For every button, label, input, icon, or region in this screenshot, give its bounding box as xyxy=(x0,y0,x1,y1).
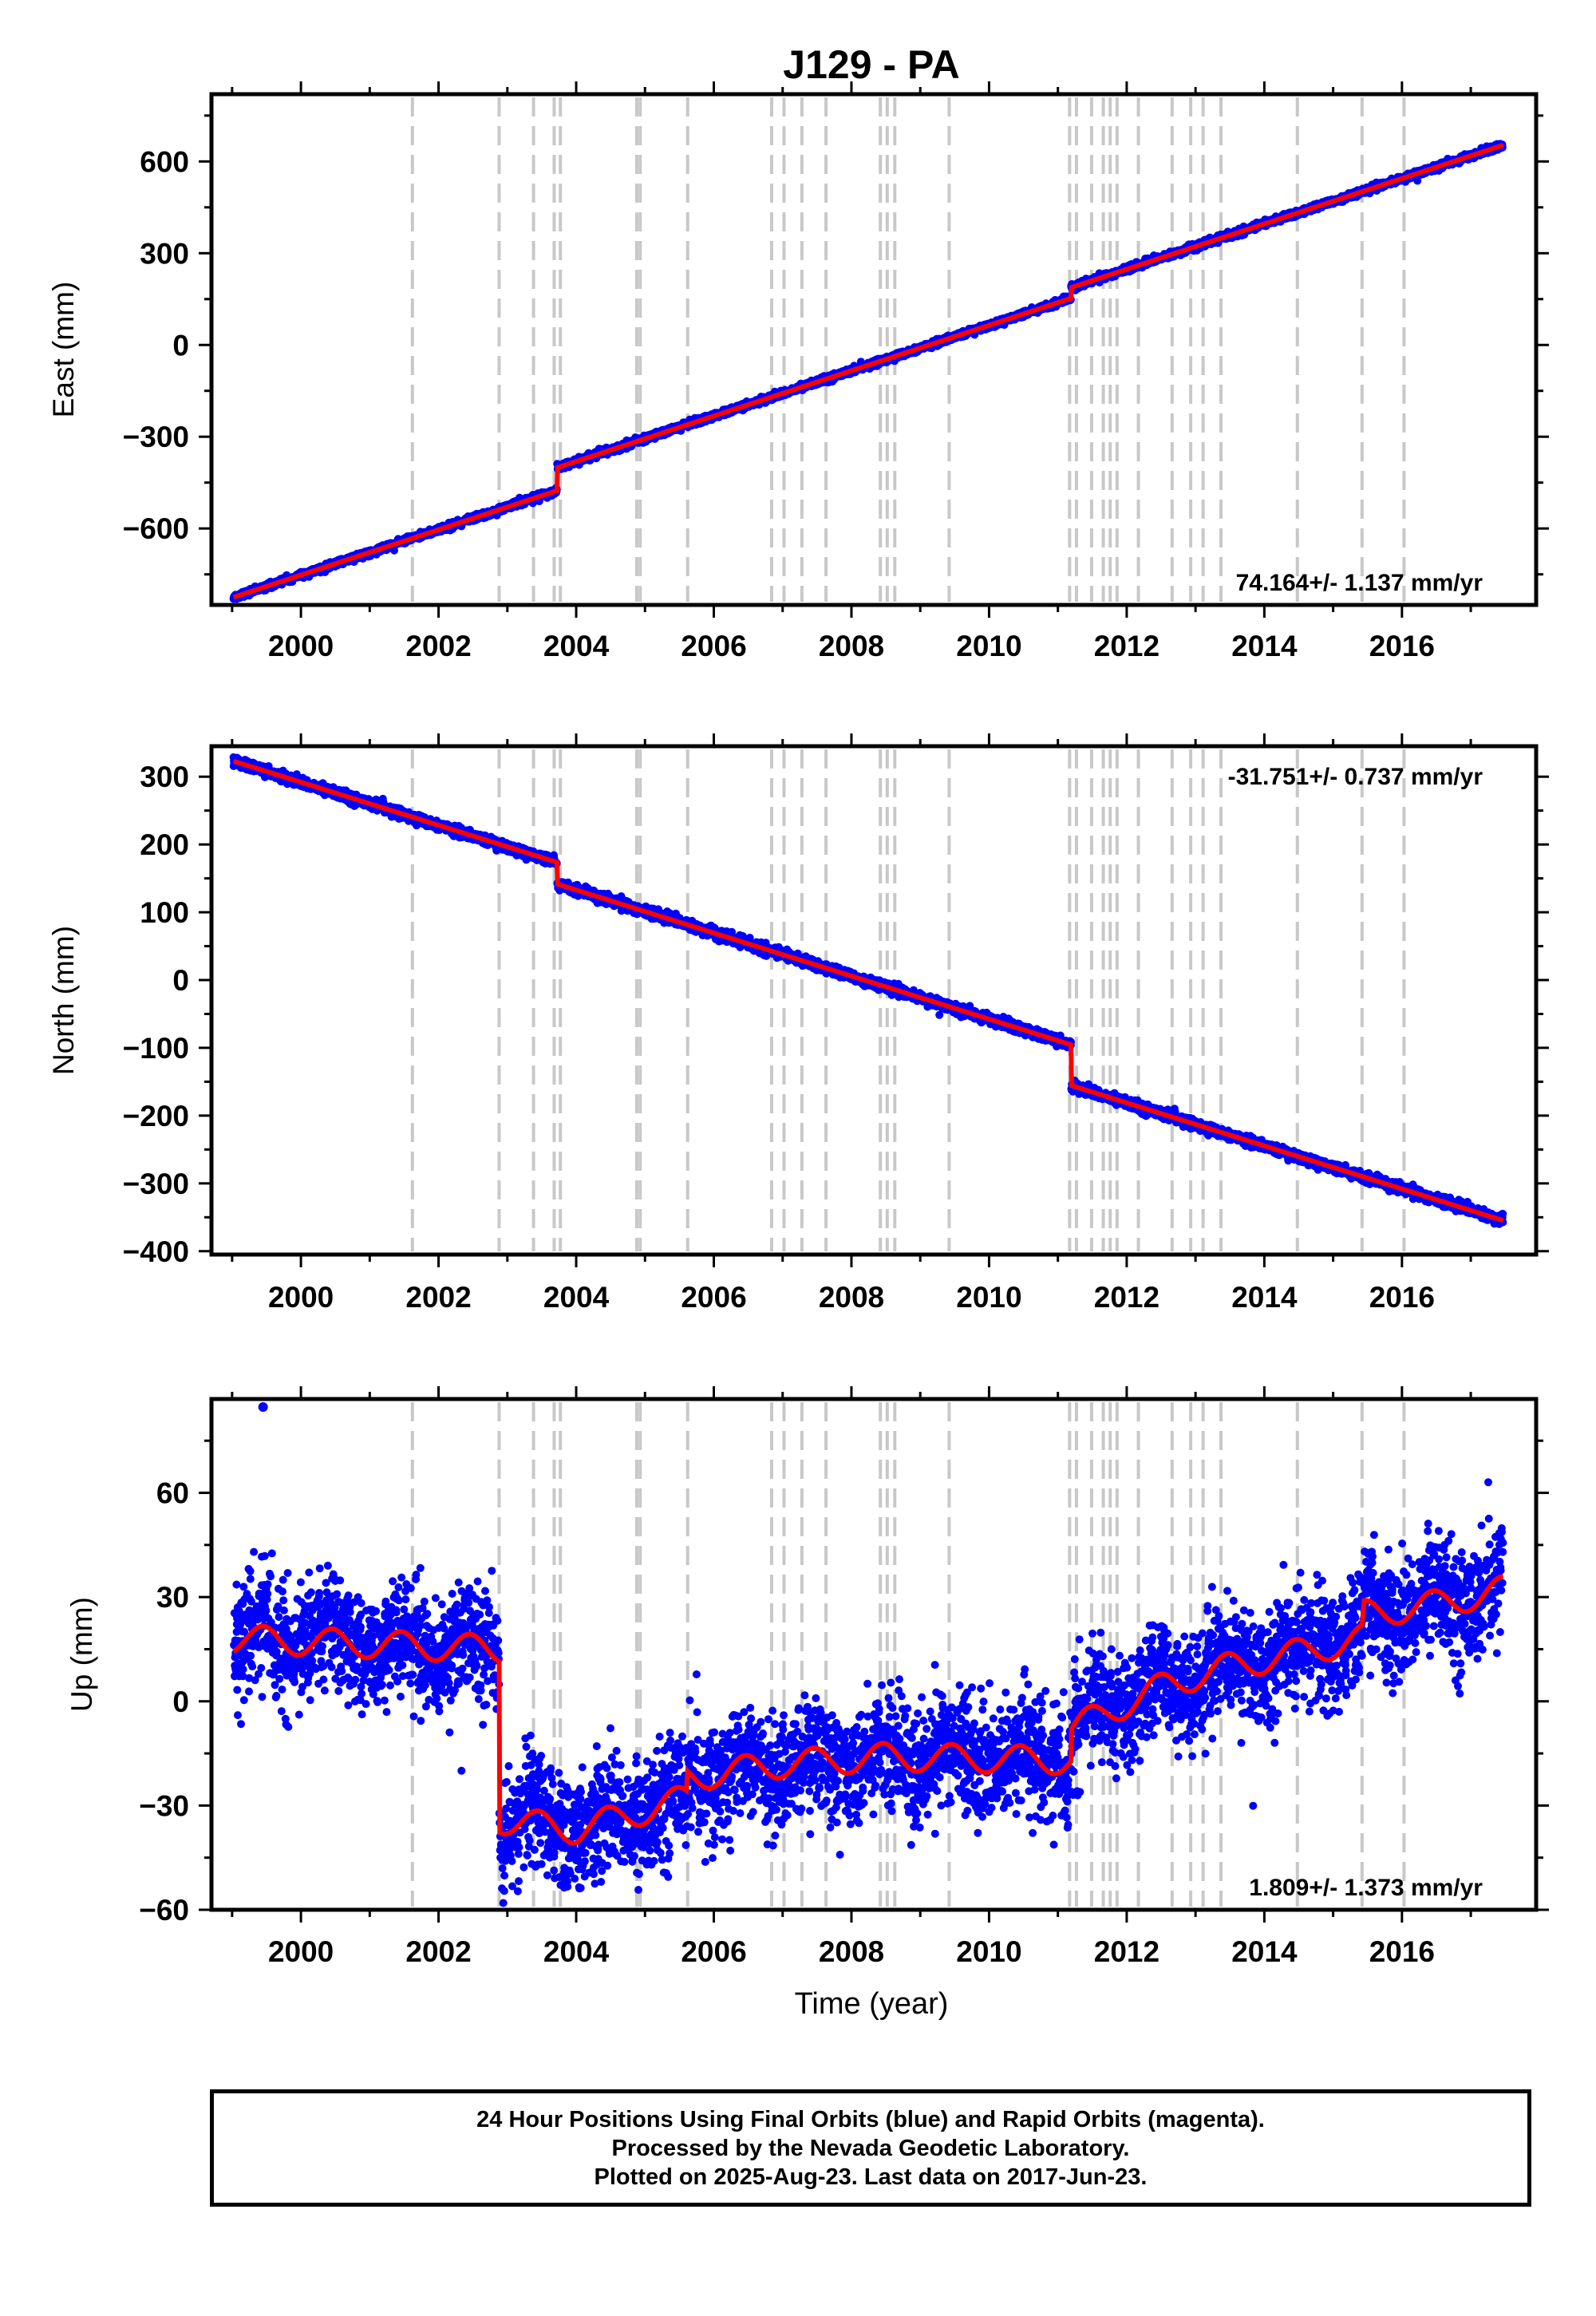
panel-east: 2000 2002 2004 2006 2008 2010 2012 2014 2016−600… xyxy=(47,81,1549,662)
chart-title: J129 - PA xyxy=(783,42,959,87)
panels: 2000 2002 2004 2006 2008 2010 2012 2014 2016−600… xyxy=(47,81,1549,2021)
break-lines xyxy=(410,97,1406,602)
